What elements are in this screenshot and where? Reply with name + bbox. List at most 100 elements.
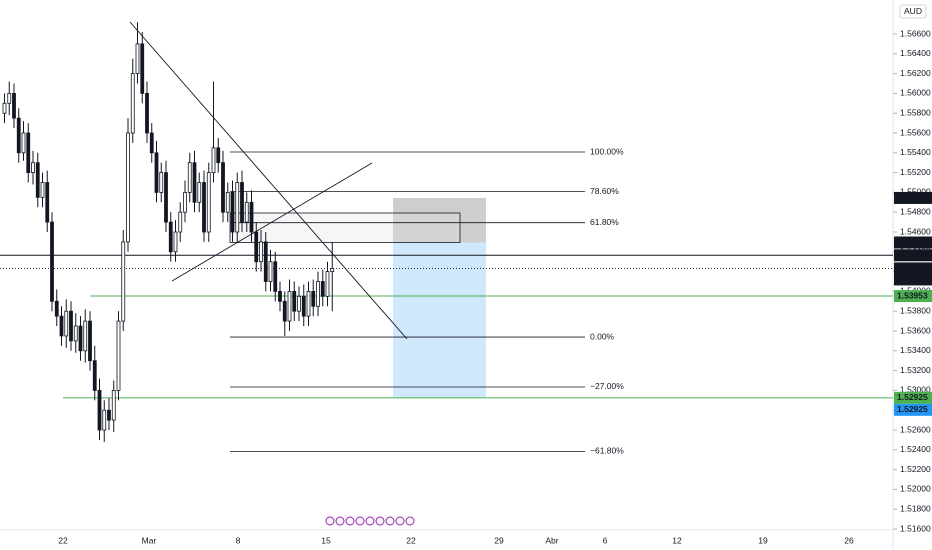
candle-body xyxy=(211,147,216,174)
trend-line xyxy=(171,162,373,282)
candle-body xyxy=(249,201,254,233)
y-tick-label: 1.56000 xyxy=(900,88,931,98)
candle-body xyxy=(206,172,211,233)
candle-body xyxy=(159,172,164,193)
candle-body xyxy=(135,43,140,75)
y-tick-label: 1.53600 xyxy=(900,325,931,335)
currency-box[interactable] xyxy=(899,4,927,19)
candle-body xyxy=(225,191,230,213)
x-tick-label: Mar xyxy=(142,535,157,545)
candle-body xyxy=(202,182,206,233)
y-tick-label: 1.54800 xyxy=(900,206,931,216)
countdown: 40:26 xyxy=(900,274,922,284)
y-tick-label: 1.53000 xyxy=(900,385,931,395)
candle-body xyxy=(140,43,145,94)
candle-body xyxy=(282,300,287,322)
price-label-bg xyxy=(894,191,932,204)
candle-body xyxy=(59,315,64,337)
price-label-bg xyxy=(894,391,932,404)
candle-body xyxy=(145,93,149,134)
candle-body xyxy=(259,241,263,263)
candle-body xyxy=(12,93,16,119)
candle-body xyxy=(221,162,225,213)
price-label-bg xyxy=(894,236,932,249)
candle-body xyxy=(292,290,297,312)
candle-body xyxy=(268,261,273,282)
price-label: 1.53953 xyxy=(897,290,928,300)
candle-body xyxy=(183,191,187,213)
price-label-bg xyxy=(894,249,932,262)
stop-zone xyxy=(393,197,486,243)
candle-body xyxy=(107,409,111,421)
price-label: 1.54365 xyxy=(897,250,928,260)
candle-body xyxy=(78,325,83,352)
y-tick-label: 1.56600 xyxy=(900,28,931,38)
candle-body xyxy=(273,261,278,292)
x-tick-label: 26 xyxy=(844,535,854,545)
currency: AUD xyxy=(904,6,922,16)
candle-body xyxy=(287,290,292,322)
y-tick-label: 1.52600 xyxy=(900,424,931,434)
candle-body xyxy=(301,295,306,317)
price-label-bg xyxy=(894,290,932,303)
candle-body xyxy=(54,300,59,317)
last-price: 1.54232 xyxy=(897,263,928,273)
y-tick-label: 1.51800 xyxy=(900,503,931,513)
candle-body xyxy=(216,147,221,164)
candle-body xyxy=(35,162,40,198)
candle-body xyxy=(83,320,88,352)
x-tick-label: Abr xyxy=(545,535,558,545)
candle-body xyxy=(316,281,320,307)
y-tick-label: 1.52400 xyxy=(900,444,931,454)
candle-body xyxy=(178,211,183,233)
candle-body xyxy=(240,182,244,223)
price-label-bg xyxy=(894,403,932,416)
candle-body xyxy=(235,182,240,233)
candle-body xyxy=(73,325,78,342)
y-tick-label: 1.52200 xyxy=(900,464,931,474)
fib-label: 100.00% xyxy=(590,146,624,156)
candle-body xyxy=(230,191,235,233)
candle-body xyxy=(330,268,335,273)
candle-body xyxy=(263,241,268,282)
trend-line xyxy=(129,21,408,340)
candle-body xyxy=(116,320,121,391)
candle-body xyxy=(50,221,54,302)
x-tick-label: 6 xyxy=(603,535,608,545)
last-price-bg xyxy=(894,262,932,286)
candle-body xyxy=(69,310,73,342)
candle-body xyxy=(64,310,69,337)
y-tick-label: 1.55800 xyxy=(900,107,931,117)
y-tick-label: 1.55400 xyxy=(900,147,931,157)
price-label: 1.54494 xyxy=(897,237,928,247)
candle-body xyxy=(7,93,12,104)
fib-label: 61.80% xyxy=(590,217,619,227)
fib-label: −27.00% xyxy=(590,381,624,391)
candle-body xyxy=(126,132,130,243)
y-tick-label: 1.54600 xyxy=(900,226,931,236)
price-label: 1.54944 xyxy=(897,192,928,202)
candle-body xyxy=(16,117,21,154)
y-tick-label: 1.53200 xyxy=(900,365,931,375)
candle-body xyxy=(244,201,249,223)
candle-body xyxy=(92,360,97,391)
candle-body xyxy=(254,231,259,263)
candle-body xyxy=(121,241,126,322)
y-tick-label: 1.53800 xyxy=(900,305,931,315)
event-icons xyxy=(325,516,415,526)
y-tick-label: 1.53400 xyxy=(900,345,931,355)
candle-body xyxy=(168,221,173,253)
y-tick-label: 1.56200 xyxy=(900,68,931,78)
x-tick-label: 15 xyxy=(321,535,331,545)
candle-body xyxy=(325,271,330,297)
candle-body xyxy=(311,290,316,307)
y-tick-label: 1.56400 xyxy=(900,48,931,58)
candle-body xyxy=(173,231,178,253)
candle-body xyxy=(88,320,92,362)
fib-label: −61.80% xyxy=(590,446,624,456)
target-zone xyxy=(393,242,486,398)
candle-body xyxy=(102,409,107,431)
candle-body xyxy=(320,281,325,297)
x-tick-label: 19 xyxy=(758,535,768,545)
candle-body xyxy=(111,389,116,421)
